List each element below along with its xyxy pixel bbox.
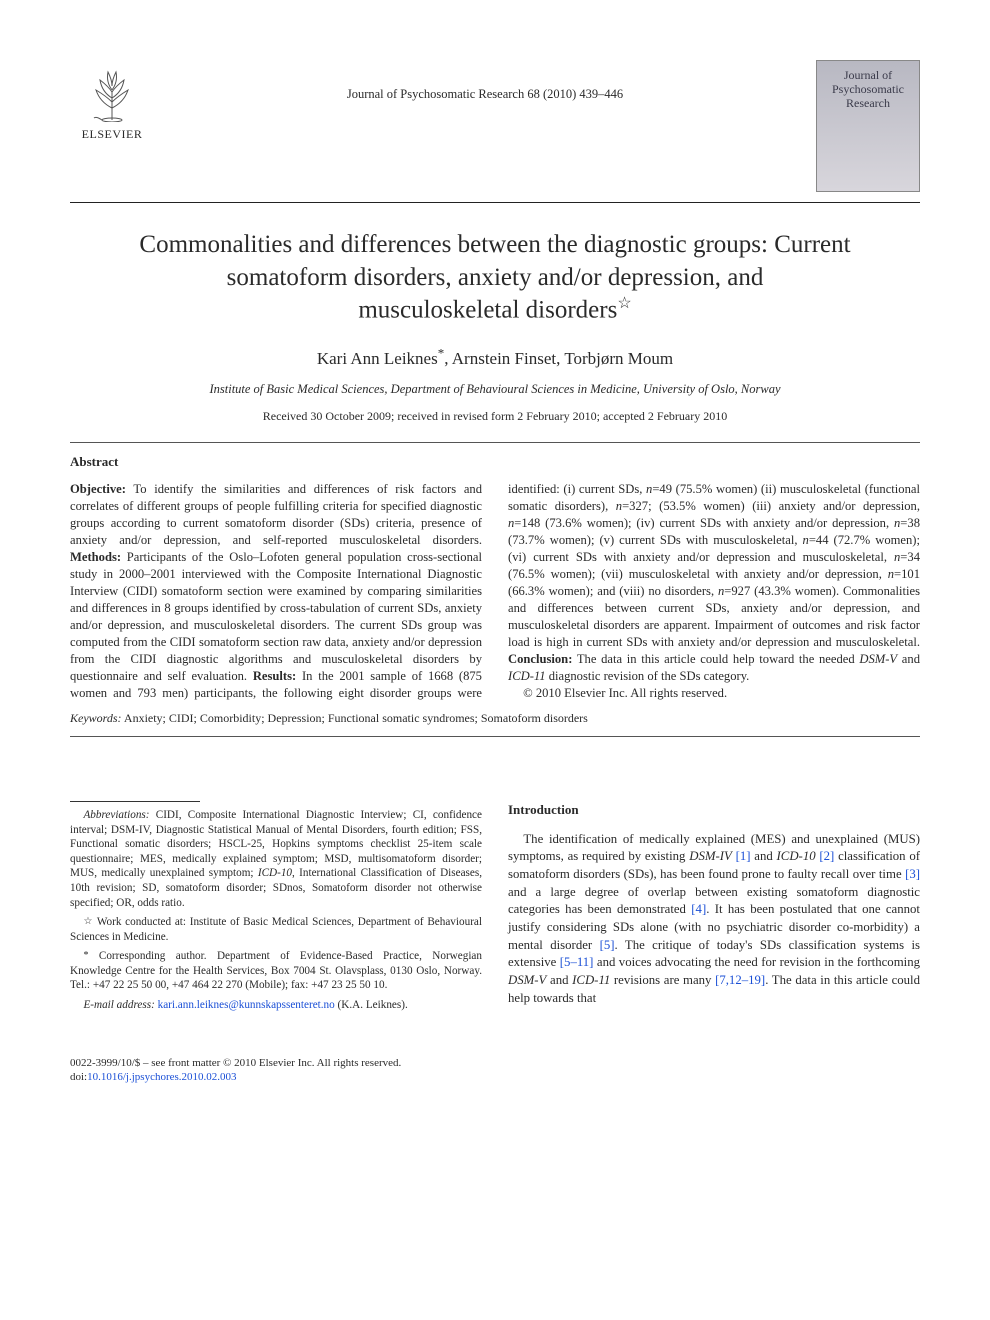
footer-left: 0022-3999/10/$ – see front matter © 2010…	[70, 1056, 401, 1085]
work-text: Work conducted at: Institute of Basic Me…	[70, 916, 482, 943]
results-label: Results:	[253, 669, 296, 683]
abbrev-text: CIDI, Composite International Diagnostic…	[70, 809, 482, 908]
keywords-line: Keywords: Anxiety; CIDI; Comorbidity; De…	[70, 710, 920, 726]
title-line-1: Commonalities and differences between th…	[139, 231, 850, 258]
affiliation: Institute of Basic Medical Sciences, Dep…	[70, 381, 920, 398]
work-conducted-footnote: ☆ Work conducted at: Institute of Basic …	[70, 915, 482, 944]
lower-columns: Abbreviations: CIDI, Composite Internati…	[70, 801, 920, 1017]
doi-line: doi:10.1016/j.jpsychores.2010.02.003	[70, 1070, 401, 1084]
methods-label: Methods:	[70, 550, 121, 564]
journal-reference: Journal of Psychosomatic Research 68 (20…	[154, 60, 816, 103]
publisher-name: ELSEVIER	[82, 126, 143, 142]
corr-text: Corresponding author. Department of Evid…	[70, 950, 482, 991]
article-dates: Received 30 October 2009; received in re…	[70, 408, 920, 424]
abbrev-label: Abbreviations:	[83, 809, 149, 821]
footnotes-block: Abbreviations: CIDI, Composite Internati…	[70, 808, 482, 1012]
issn-line: 0022-3999/10/$ – see front matter © 2010…	[70, 1056, 401, 1070]
abstract-body: Objective: To identify the similarities …	[70, 481, 920, 702]
conclusion-label: Conclusion:	[508, 652, 572, 666]
email-suffix: (K.A. Leiknes).	[335, 999, 408, 1011]
doi-link[interactable]: 10.1016/j.jpsychores.2010.02.003	[87, 1071, 236, 1083]
publisher-block: ELSEVIER	[70, 60, 154, 142]
email-footnote: E-mail address: kari.ann.leiknes@kunnska…	[70, 998, 482, 1013]
abbreviations-footnote: Abbreviations: CIDI, Composite Internati…	[70, 808, 482, 910]
title-line-2: somatoform disorders, anxiety and/or dep…	[227, 264, 764, 291]
article-title: Commonalities and differences between th…	[110, 229, 880, 327]
corresponding-author-footnote: * Corresponding author. Department of Ev…	[70, 949, 482, 993]
keywords-label: Keywords:	[70, 711, 122, 725]
page-footer: 0022-3999/10/$ – see front matter © 2010…	[70, 1056, 920, 1085]
title-rule	[70, 442, 920, 443]
author-list: Kari Ann Leiknes*, Arnstein Finset, Torb…	[70, 345, 920, 372]
abstract-section: Abstract Objective: To identify the simi…	[70, 453, 920, 726]
left-column: Abbreviations: CIDI, Composite Internati…	[70, 801, 482, 1017]
page-header: ELSEVIER Journal of Psychosomatic Resear…	[70, 60, 920, 192]
work-symbol: ☆	[83, 916, 93, 927]
footnote-rule	[70, 801, 200, 802]
title-footnote-symbol: ☆	[617, 295, 631, 312]
abstract-heading: Abstract	[70, 453, 920, 471]
journal-cover-thumbnail: Journal of Psychosomatic Research	[816, 60, 920, 192]
abstract-copyright: © 2010 Elsevier Inc. All rights reserved…	[508, 685, 920, 702]
abstract-rule	[70, 736, 920, 737]
title-line-3: musculoskeletal disorders	[358, 296, 617, 323]
introduction-body: The identification of medically explaine…	[508, 831, 920, 1008]
email-link[interactable]: kari.ann.leiknes@kunnskapssenteret.no	[158, 999, 335, 1011]
authors-text: Kari Ann Leiknes*, Arnstein Finset, Torb…	[317, 349, 673, 368]
email-label: E-mail address:	[83, 999, 154, 1011]
introduction-heading: Introduction	[508, 801, 920, 819]
header-rule	[70, 202, 920, 203]
objective-text: To identify the similarities and differe…	[70, 482, 482, 547]
right-column: Introduction The identification of medic…	[508, 801, 920, 1017]
keywords-text: Anxiety; CIDI; Comorbidity; Depression; …	[122, 711, 588, 725]
doi-prefix: doi:	[70, 1071, 87, 1083]
elsevier-tree-icon	[80, 60, 144, 124]
methods-text: Participants of the Oslo–Lofoten general…	[70, 550, 482, 683]
journal-cover-title: Journal of Psychosomatic Research	[823, 69, 913, 110]
corresponding-author-symbol: *	[438, 346, 445, 361]
objective-label: Objective:	[70, 482, 126, 496]
introduction-paragraph: The identification of medically explaine…	[508, 831, 920, 1008]
